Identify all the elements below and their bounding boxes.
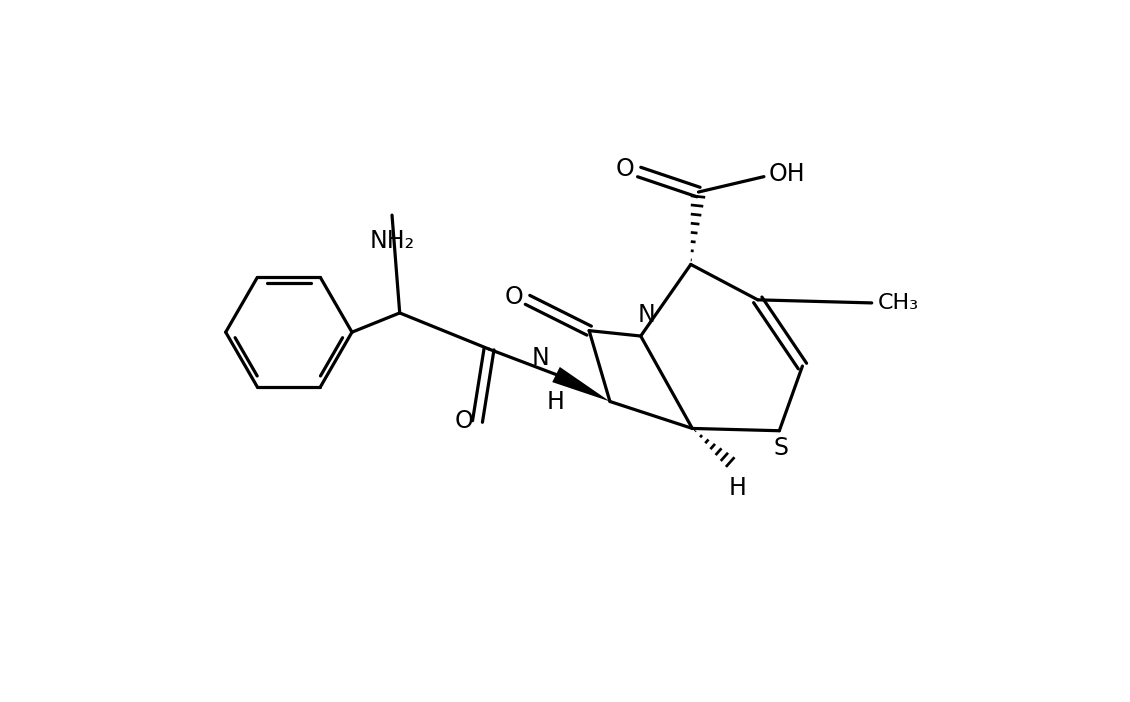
Text: N: N (532, 346, 550, 370)
Text: NH₂: NH₂ (370, 229, 415, 253)
Text: H: H (547, 390, 565, 414)
Text: O: O (505, 285, 523, 309)
Text: CH₃: CH₃ (878, 293, 919, 313)
Text: O: O (455, 409, 473, 434)
Text: H: H (729, 476, 747, 500)
Text: N: N (637, 303, 655, 327)
Text: OH: OH (768, 161, 806, 185)
Polygon shape (553, 367, 610, 402)
Text: O: O (616, 157, 635, 181)
Text: S: S (773, 436, 789, 460)
